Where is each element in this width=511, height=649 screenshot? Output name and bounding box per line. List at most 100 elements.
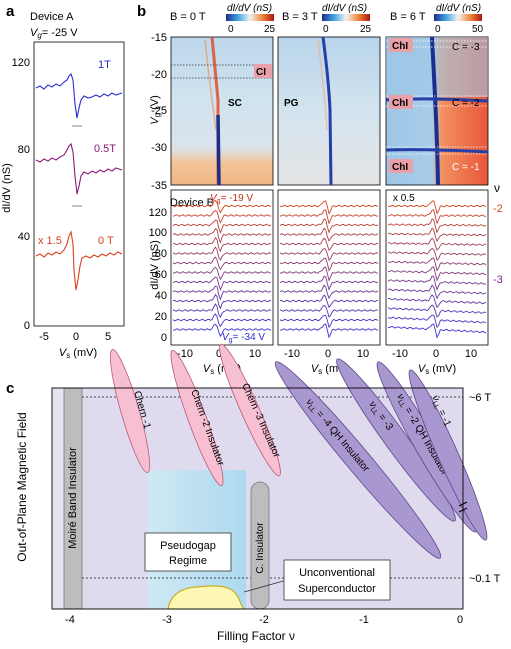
sc-text-2: Superconductor bbox=[298, 583, 376, 595]
panel-a-xtick: 0 bbox=[73, 331, 79, 343]
lines-b2-axes bbox=[385, 189, 489, 346]
panel-c-frame bbox=[51, 387, 464, 610]
panel-a-xtick: -5 bbox=[39, 331, 49, 343]
nu-symbol: ν bbox=[494, 181, 500, 195]
panel-b-vs-2: Vs (mV) bbox=[418, 363, 456, 376]
svg-text:20: 20 bbox=[155, 311, 167, 323]
svg-text:0: 0 bbox=[433, 348, 439, 360]
colorbar-title: dI/dV (nS) bbox=[436, 3, 481, 14]
dIdV-trace bbox=[387, 247, 487, 261]
svg-text:25: 25 bbox=[360, 24, 372, 35]
tag-pg: PG bbox=[284, 98, 299, 109]
tag-ci bbox=[254, 64, 272, 78]
field-6t-label: ~6 T bbox=[469, 392, 491, 404]
panel-b-label: b bbox=[137, 3, 146, 20]
svg-text:-25: -25 bbox=[151, 105, 167, 117]
pseudogap-text-1: Pseudogap bbox=[160, 540, 216, 552]
svg-text:0: 0 bbox=[325, 348, 331, 360]
tag-ci-text: CI bbox=[256, 67, 266, 78]
lines-b2 bbox=[387, 200, 487, 339]
chern-c2: C = -2 bbox=[452, 98, 480, 109]
panel-b-line-ylabel: dI/dV (nS) bbox=[149, 240, 161, 290]
svg-text:100: 100 bbox=[149, 227, 167, 239]
dIdV-trace bbox=[279, 275, 379, 291]
dIdV-trace bbox=[172, 303, 272, 319]
panel-a-xticks: -5 0 5 bbox=[39, 331, 111, 343]
svg-text:-20: -20 bbox=[151, 69, 167, 81]
chern-c3: C = -3 bbox=[452, 42, 480, 53]
landau-level-ellipses: νLL = -4 QH Insulator νLL = -3 νLL = -2 … bbox=[274, 358, 488, 559]
svg-text:-10: -10 bbox=[284, 348, 300, 360]
svg-text:ChI: ChI bbox=[392, 41, 408, 52]
panel-a: a Device A Vg= -25 V 120 80 40 0 dI/dV (… bbox=[1, 3, 125, 360]
colorbar-2: dI/dV (nS) 0 50 bbox=[434, 3, 484, 35]
panel-a-ytick: 120 bbox=[12, 57, 30, 69]
colorbar-title: dI/dV (nS) bbox=[322, 3, 367, 14]
svg-text:25: 25 bbox=[264, 24, 276, 35]
svg-text:-2: -2 bbox=[259, 614, 269, 626]
map-b2: ChI ChI ChI C = -3 C = -2 C = -1 bbox=[385, 36, 489, 186]
superconductor-dome bbox=[167, 585, 246, 610]
sc-text-1: Unconventional bbox=[299, 567, 375, 579]
panel-a-ytick: 40 bbox=[18, 231, 30, 243]
colorbar-0: dI/dV (nS) 0 25 bbox=[226, 3, 276, 35]
panel-c-label: c bbox=[6, 380, 14, 397]
svg-text:80: 80 bbox=[155, 248, 167, 260]
svg-text:0: 0 bbox=[228, 24, 234, 35]
dIdV-trace bbox=[279, 209, 379, 225]
dIdV-trace bbox=[280, 266, 379, 282]
panel-a-curve-05t bbox=[35, 142, 123, 195]
dIdV-trace bbox=[279, 218, 379, 234]
panel-b-scale-note: x 0.5 bbox=[393, 193, 415, 204]
svg-text:ChI: ChI bbox=[392, 162, 408, 173]
dIdV-trace bbox=[387, 266, 487, 282]
svg-text:40: 40 bbox=[155, 290, 167, 302]
lines-b1 bbox=[279, 200, 379, 339]
map-b0: CI SC bbox=[170, 36, 274, 186]
tag-sc: SC bbox=[228, 98, 242, 109]
panel-a-ytick: 0 bbox=[24, 320, 30, 332]
moire-label: Moiré Band Insulator bbox=[67, 447, 79, 549]
panel-a-xlabel: Vs (mV) bbox=[59, 347, 97, 360]
dIdV-trace bbox=[387, 323, 487, 339]
panel-a-scale-note: x 1.5 bbox=[38, 235, 62, 247]
tag-chi-3 bbox=[389, 159, 413, 173]
sc-pointer bbox=[243, 579, 288, 593]
chern-c1: C = -1 bbox=[452, 162, 480, 173]
dIdV-trace bbox=[279, 323, 379, 339]
dIdV-trace bbox=[172, 228, 272, 244]
panel-a-label-0t: 0 T bbox=[98, 235, 114, 247]
dIdV-trace bbox=[172, 256, 272, 271]
dIdV-trace bbox=[279, 314, 379, 329]
dIdV-trace bbox=[387, 284, 487, 300]
svg-text:ChI: ChI bbox=[392, 98, 408, 109]
svg-text:0: 0 bbox=[457, 614, 463, 626]
svg-text:-10: -10 bbox=[177, 348, 193, 360]
svg-text:-10: -10 bbox=[392, 348, 408, 360]
dIdV-trace bbox=[173, 266, 272, 281]
svg-text:0: 0 bbox=[323, 24, 329, 35]
panel-b-field-2: B = 6 T bbox=[390, 11, 426, 23]
dIdV-trace bbox=[387, 218, 487, 234]
svg-text:10: 10 bbox=[465, 348, 477, 360]
svg-text:-35: -35 bbox=[151, 180, 167, 192]
axis-break bbox=[458, 501, 468, 513]
panel-c-xticks: -4 -3 -2 -1 0 bbox=[65, 614, 463, 626]
dIdV-trace bbox=[172, 276, 272, 291]
svg-text:10: 10 bbox=[357, 348, 369, 360]
panel-a-xtick: 5 bbox=[105, 331, 111, 343]
dIdV-trace bbox=[279, 237, 379, 252]
dIdV-trace bbox=[172, 285, 272, 301]
panel-a-vg: Vg= -25 V bbox=[30, 27, 78, 40]
pseudogap-box bbox=[144, 532, 232, 572]
dIdV-trace bbox=[387, 294, 487, 309]
dIdV-trace bbox=[172, 199, 272, 214]
panel-c-xlabel: Filling Factor ν bbox=[217, 629, 295, 643]
dIdV-trace bbox=[279, 304, 379, 318]
dIdV-trace bbox=[279, 294, 379, 309]
dIdV-trace bbox=[172, 323, 272, 338]
dIdV-trace bbox=[279, 284, 379, 300]
dIdV-trace bbox=[387, 209, 487, 225]
panel-a-ytick: 80 bbox=[18, 144, 30, 156]
panel-c: c Out-of-Plane Magnetic Field Moiré Band… bbox=[6, 343, 501, 643]
